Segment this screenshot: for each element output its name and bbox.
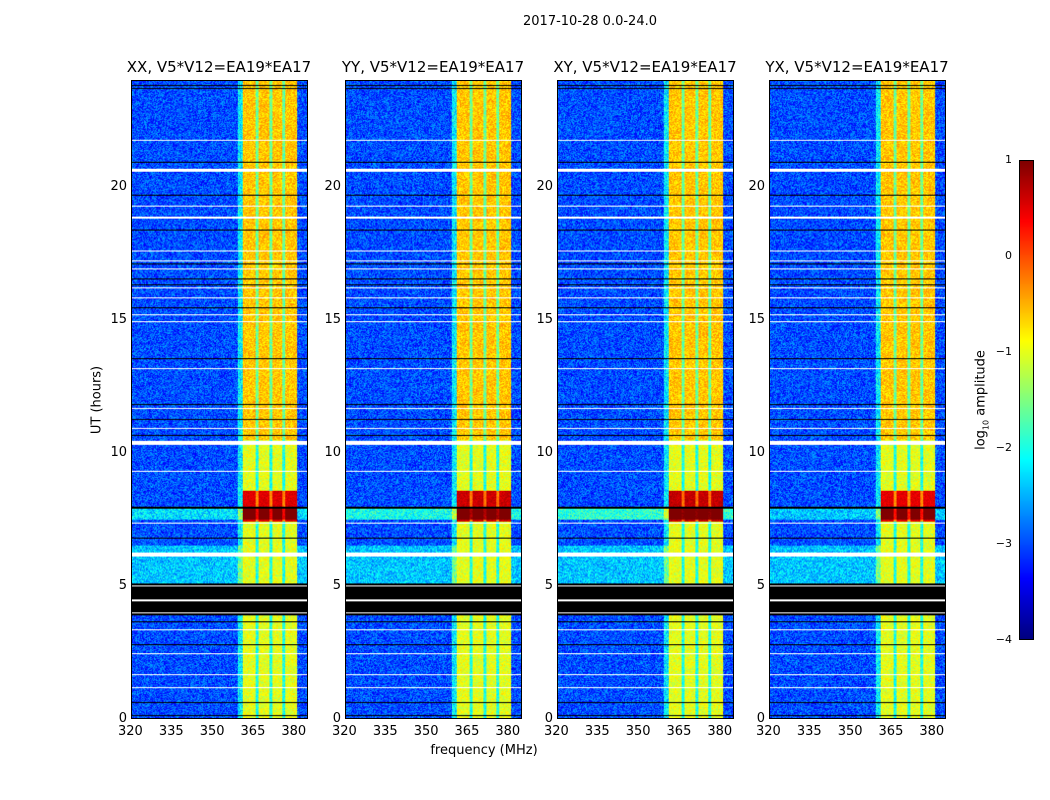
figure-title: 2017-10-28 0.0-24.0	[523, 14, 657, 29]
heatmap-cells	[132, 81, 307, 718]
y-tick-label: 0	[756, 711, 765, 726]
y-tick-label: 0	[118, 711, 127, 726]
colorbar-tick-label: −4	[995, 633, 1012, 646]
y-tick-label: 20	[748, 178, 765, 194]
x-tick-label: 335	[796, 724, 822, 739]
x-tick-label: 320	[544, 724, 569, 739]
y-tick-label: 15	[324, 311, 341, 327]
heatmap-panel-4	[769, 80, 946, 719]
x-axis-label: frequency (MHz)	[430, 743, 538, 758]
y-tick-label: 10	[324, 444, 341, 460]
y-tick-label: 15	[110, 311, 127, 327]
heatmap-panel-2	[345, 80, 522, 719]
y-tick-label: 5	[118, 577, 127, 593]
y-tick-label: 5	[332, 577, 341, 593]
x-tick-label: 350	[837, 724, 863, 739]
y-tick-label: 0	[332, 711, 341, 726]
heatmap-cells	[558, 81, 733, 718]
y-tick-label: 5	[544, 577, 553, 593]
y-tick-label: 15	[536, 311, 553, 327]
x-tick-label: 320	[332, 724, 357, 739]
x-tick-label: 380	[919, 724, 945, 739]
colorbar-tick-label: 0	[1005, 249, 1012, 262]
x-tick-label: 320	[756, 724, 781, 739]
y-tick-label: 20	[536, 178, 553, 194]
x-tick-label: 335	[584, 724, 610, 739]
y-tick-label: 0	[544, 711, 553, 726]
x-tick-label: 350	[413, 724, 439, 739]
panel-title: XX, V5*V12=EA19*EA17	[126, 58, 312, 76]
y-tick-label: 10	[110, 444, 127, 460]
x-tick-label: 380	[281, 724, 307, 739]
y-tick-label: 5	[756, 577, 765, 593]
y-tick-label: 10	[748, 444, 765, 460]
y-axis-label: UT (hours)	[89, 365, 105, 435]
colorbar-tick-label: −3	[995, 537, 1012, 550]
heatmap-panel-3	[557, 80, 734, 719]
x-tick-label: 320	[118, 724, 143, 739]
x-tick-label: 335	[372, 724, 398, 739]
x-tick-label: 380	[495, 724, 521, 739]
x-tick-label: 380	[707, 724, 733, 739]
panel-title: YX, V5*V12=EA19*EA17	[765, 58, 949, 76]
y-tick-label: 20	[110, 178, 127, 194]
x-tick-label: 335	[158, 724, 184, 739]
heatmap-cells	[770, 81, 945, 718]
y-tick-label: 20	[324, 178, 341, 194]
x-tick-label: 350	[199, 724, 225, 739]
panel-title: XY, V5*V12=EA19*EA17	[553, 58, 737, 76]
colorbar-label: log10 amplitude	[973, 350, 991, 450]
colorbar	[1019, 160, 1034, 640]
colorbar-tick-label: −2	[995, 441, 1012, 454]
colorbar-tick-label: −1	[995, 345, 1012, 358]
y-tick-label: 15	[748, 311, 765, 327]
x-tick-label: 365	[878, 724, 904, 739]
x-tick-label: 365	[666, 724, 692, 739]
x-tick-label: 365	[454, 724, 480, 739]
colorbar-tick-label: 1	[1005, 153, 1012, 166]
heatmap-panel-1	[131, 80, 308, 719]
x-tick-label: 365	[240, 724, 266, 739]
y-tick-label: 10	[536, 444, 553, 460]
panel-title: YY, V5*V12=EA19*EA17	[341, 58, 525, 76]
x-tick-label: 350	[625, 724, 651, 739]
heatmap-cells	[346, 81, 521, 718]
